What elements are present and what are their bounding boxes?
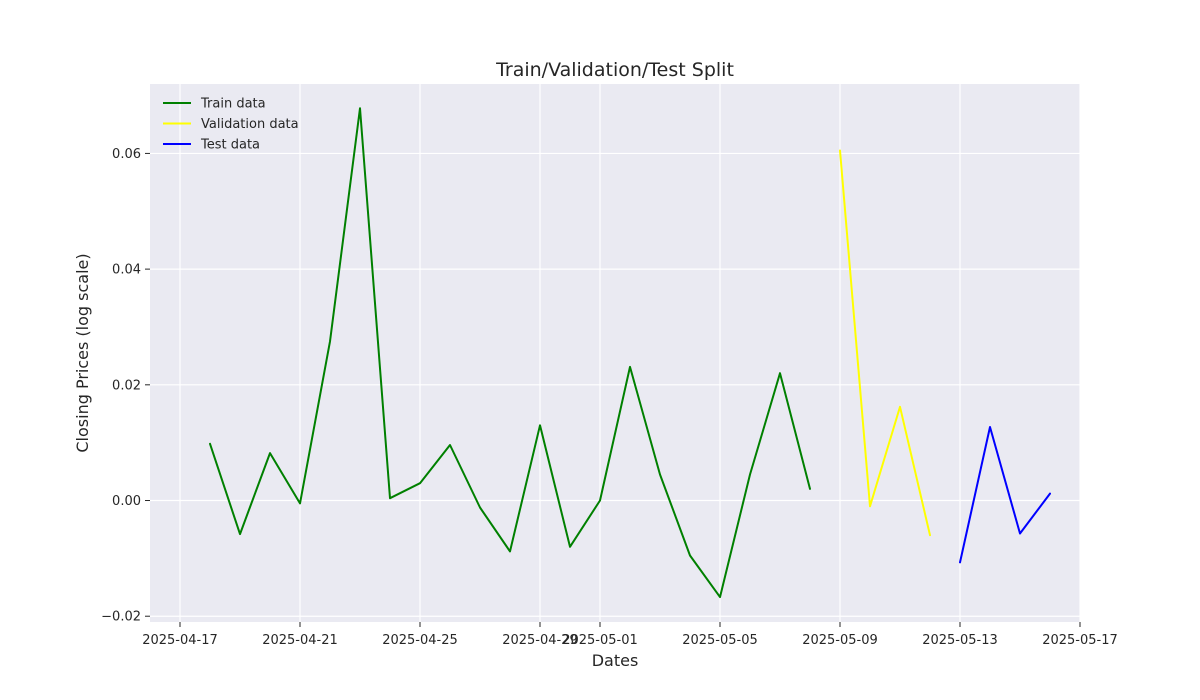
legend: Train data Validation data Test data (163, 97, 299, 153)
x-axis: 2025-04-17 2025-04-21 2025-04-25 2025-04-29… (142, 622, 1118, 648)
x-tick-label: 2025-04-29 (502, 633, 578, 648)
y-tick-label: −0.02 (101, 610, 141, 625)
x-tick-label: 2025-04-17 (142, 633, 218, 648)
x-tick-label: 2025-05-01 (562, 633, 638, 648)
series-line-validation-data (839, 149, 931, 537)
y-tick-label: 0.02 (112, 378, 141, 393)
x-tick-label: 2025-05-09 (802, 633, 878, 648)
grid-lines (150, 84, 1081, 622)
y-axis: −0.02 0.00 0.02 0.04 0.06 (101, 147, 150, 625)
y-tick-label: 0.04 (112, 263, 141, 278)
plot-area (150, 84, 1080, 622)
legend-item: Test data (163, 138, 260, 153)
legend-label: Train data (200, 97, 266, 112)
legend-label: Test data (200, 138, 260, 153)
x-tick-label: 2025-05-05 (682, 633, 758, 648)
y-axis-title: Closing Prices (log scale) (73, 253, 92, 452)
legend-item: Train data (163, 97, 266, 112)
series-layer (209, 107, 1051, 599)
chart-title: Train/Validation/Test Split (495, 59, 734, 81)
legend-item: Validation data (163, 117, 299, 132)
x-axis-title: Dates (592, 651, 639, 670)
x-tick-label: 2025-04-21 (262, 633, 338, 648)
series-line-train-data (209, 107, 811, 599)
x-tick-label: 2025-05-17 (1042, 633, 1118, 648)
y-tick-label: 0.00 (112, 494, 141, 509)
legend-label: Validation data (201, 117, 299, 132)
x-tick-label: 2025-05-13 (922, 633, 998, 648)
y-tick-label: 0.06 (112, 147, 141, 162)
x-tick-label: 2025-04-25 (382, 633, 458, 648)
series-line-test-data (959, 426, 1051, 564)
